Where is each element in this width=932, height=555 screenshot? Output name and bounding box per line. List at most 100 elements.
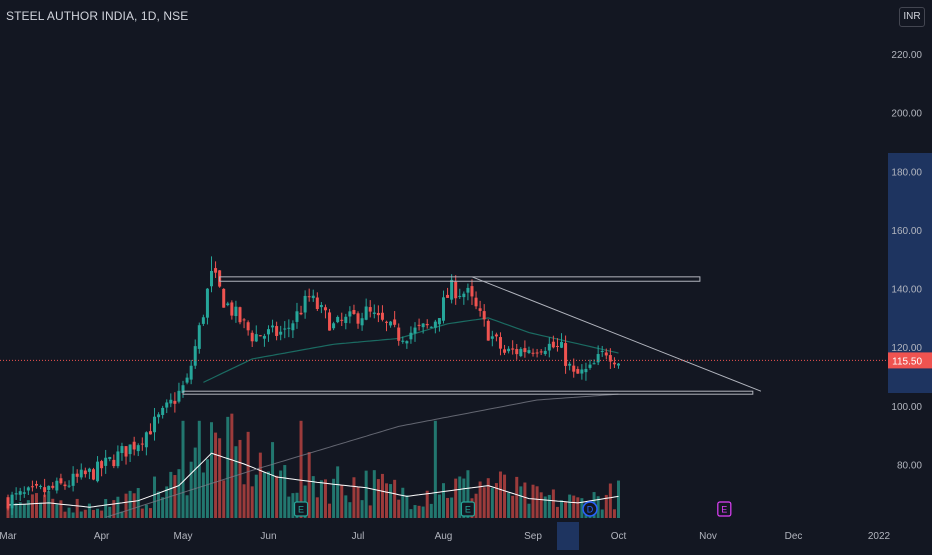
volume-bar: [466, 470, 470, 518]
candle-body: [315, 297, 319, 309]
volume-bar: [393, 479, 397, 518]
volume-bar: [254, 474, 258, 518]
earnings-marker[interactable]: [293, 501, 309, 517]
candle-body: [564, 343, 568, 366]
price-tick-label: 100.00: [891, 402, 922, 413]
candle-body: [494, 334, 498, 337]
volume-bar: [323, 479, 327, 518]
drawings[interactable]: [182, 276, 762, 395]
volume-bar: [258, 452, 262, 518]
volume-bar: [87, 503, 91, 518]
volume-bar: [425, 490, 429, 518]
volume-bar: [246, 431, 250, 518]
candle-body: [116, 451, 120, 467]
candle-body: [474, 297, 478, 307]
volume-bar: [18, 502, 22, 518]
candle-body: [205, 288, 209, 318]
volume-bar: [140, 508, 144, 518]
candle-body: [112, 459, 116, 467]
candlesticks: [6, 256, 620, 515]
volume-bar: [560, 500, 564, 518]
candle-body: [413, 327, 417, 334]
volume-bar: [397, 499, 401, 518]
candle-body: [79, 469, 83, 478]
candle-body: [83, 470, 87, 475]
volume-bar: [210, 422, 213, 518]
candle-body: [596, 354, 600, 363]
volume-bar: [218, 438, 222, 518]
volume-bar: [389, 484, 393, 518]
time-tick-label: Apr: [94, 531, 110, 542]
candle-body: [303, 295, 307, 313]
volume-bar: [169, 471, 173, 518]
volume-bar: [47, 491, 51, 518]
candle-body: [612, 362, 616, 365]
candle-body: [124, 446, 128, 457]
candle-body: [572, 365, 576, 372]
symbol-title[interactable]: STEEL AUTHOR INDIA, 1D, NSE: [6, 9, 189, 23]
candle-body: [6, 497, 10, 509]
volume-bar: [490, 487, 494, 518]
volume-bar: [173, 475, 177, 518]
long-moving-average: [105, 393, 619, 518]
rectangle-drawing[interactable]: [182, 390, 754, 395]
currency-button[interactable]: INR: [899, 7, 925, 27]
time-tick-label: Nov: [699, 531, 717, 542]
candle-body: [91, 469, 95, 480]
volume-bar: [511, 495, 515, 518]
volume-bar: [197, 420, 201, 518]
candle-body: [104, 457, 108, 466]
price-tick-label: 120.00: [891, 343, 922, 354]
candle-body: [47, 485, 51, 490]
volume-bar: [136, 488, 140, 518]
earnings-marker[interactable]: [717, 501, 732, 517]
volume-bar: [564, 501, 568, 518]
candle-body: [10, 494, 14, 509]
candle-body: [364, 306, 368, 320]
volume-bar: [157, 491, 161, 518]
volume-bar: [332, 478, 336, 518]
last-price-marker: 115.50: [0, 352, 932, 369]
volume-bar: [67, 507, 71, 518]
candle-body: [401, 340, 405, 342]
volume-bar: [266, 471, 270, 518]
candle-body: [608, 355, 612, 362]
earnings-marker[interactable]: [460, 501, 476, 517]
volume-bar: [39, 502, 43, 518]
volume-bar: [34, 493, 38, 518]
price-axis[interactable]: 220.00 200.00 180.00 160.00 140.00 120.00 100.…: [891, 50, 922, 472]
volume-bar: [238, 439, 242, 518]
volume-bar: [376, 479, 380, 518]
volume-bar: [222, 480, 226, 518]
candle-body: [584, 368, 588, 373]
candle-body: [352, 309, 356, 314]
candle-body: [592, 363, 596, 365]
volume-bar: [617, 480, 620, 518]
volume-bar: [539, 492, 543, 518]
candle-body: [617, 363, 620, 366]
volume-bar: [291, 493, 295, 518]
candle-body: [527, 350, 531, 353]
candle-body: [433, 321, 437, 328]
volume-bar: [283, 465, 287, 518]
trendline-drawing[interactable]: [471, 276, 762, 392]
candle-body: [323, 307, 327, 311]
candle-body: [600, 350, 604, 352]
volume-bar: [96, 508, 100, 518]
candle-body: [344, 316, 348, 323]
volume-bar: [104, 499, 108, 518]
candle-body: [482, 311, 486, 320]
volume-bar: [230, 413, 234, 518]
volume-bar: [319, 480, 323, 518]
candle-body: [230, 302, 234, 316]
dividend-marker[interactable]: [582, 501, 598, 517]
time-axis[interactable]: Mar Apr May Jun Jul Aug Sep Oct Nov Dec 2022: [0, 531, 891, 542]
rectangle-drawing[interactable]: [219, 276, 701, 282]
candle-body: [470, 286, 474, 297]
candle-body: [535, 352, 539, 354]
candle-body: [148, 431, 152, 435]
